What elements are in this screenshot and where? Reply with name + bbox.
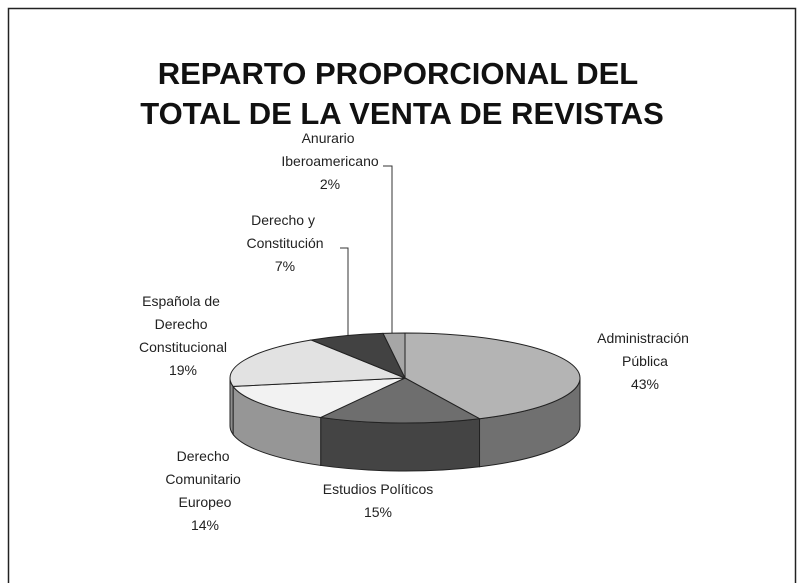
slice-label: Administración Pública: [597, 330, 693, 369]
value-label: 2%: [320, 176, 340, 192]
leader-line: [340, 247, 349, 338]
slice: [382, 332, 406, 379]
value-label: 19%: [169, 362, 197, 378]
slice: [404, 332, 581, 420]
slice: [232, 377, 406, 418]
value-label: 14%: [191, 517, 219, 533]
frame: [7, 7, 797, 583]
slice: [229, 339, 406, 387]
slice-label: Estudios Políticos: [323, 481, 434, 497]
slice-label: Anurario Iberoamericano: [281, 130, 378, 169]
slice-side: [320, 416, 481, 472]
value-label: 15%: [364, 504, 392, 520]
slice: [318, 377, 482, 424]
chart-title: REPARTO PROPORCIONAL DEL TOTAL DE LA VEN…: [140, 56, 664, 131]
leader-line: [383, 165, 393, 340]
slice-label: Derecho Comunitario Europeo: [165, 448, 244, 510]
value-label: 7%: [275, 258, 295, 274]
slice-label: Derecho y Constitución: [246, 212, 323, 251]
value-label: 43%: [631, 376, 659, 392]
slice-label: Española de Derecho Constitucional: [139, 293, 227, 355]
